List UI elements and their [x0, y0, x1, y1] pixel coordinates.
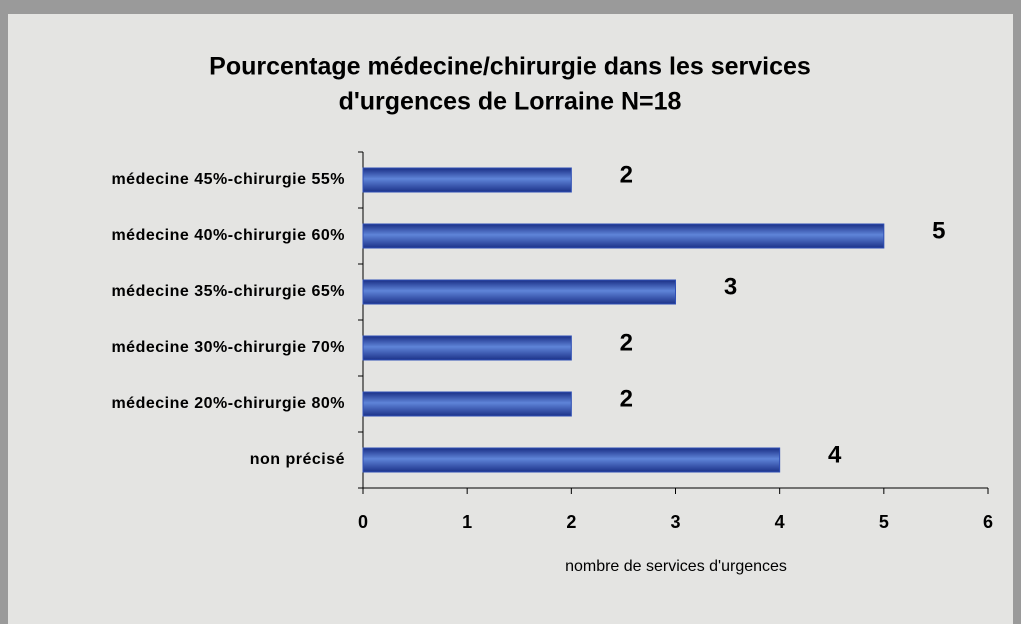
- data-label: 3: [724, 273, 737, 300]
- x-tick-label: 5: [879, 512, 889, 532]
- x-tick-label: 2: [566, 512, 576, 532]
- y-tick-label: médecine 40%-chirurgie 60%: [111, 227, 345, 244]
- bar: [362, 223, 885, 249]
- y-tick-label: médecine 20%-chirurgie 80%: [111, 395, 345, 412]
- y-tick-label: médecine 35%-chirurgie 65%: [111, 283, 345, 300]
- x-axis-label: nombre de services d'urgences: [565, 558, 787, 575]
- x-tick-label: 6: [983, 512, 993, 532]
- data-label: 2: [620, 385, 633, 412]
- y-tick-label: non précisé: [250, 451, 345, 468]
- y-tick-label: médecine 30%-chirurgie 70%: [111, 339, 345, 356]
- x-tick-label: 0: [358, 512, 368, 532]
- bar: [362, 167, 572, 193]
- data-label: 2: [620, 161, 633, 188]
- background: [8, 14, 1013, 624]
- bar: [362, 335, 572, 361]
- data-label: 5: [932, 217, 945, 244]
- chart-title: d'urgences de Lorraine N=18: [339, 88, 682, 116]
- y-tick-label: médecine 45%-chirurgie 55%: [111, 171, 345, 188]
- x-tick-label: 4: [775, 512, 785, 532]
- x-tick-label: 1: [462, 512, 472, 532]
- x-tick-label: 3: [670, 512, 680, 532]
- data-label: 2: [620, 329, 633, 356]
- data-label: 4: [828, 441, 842, 468]
- bar: [362, 279, 676, 305]
- chart-title: Pourcentage médecine/chirurgie dans les …: [209, 53, 811, 81]
- bar: [362, 391, 572, 417]
- bar: [362, 447, 781, 473]
